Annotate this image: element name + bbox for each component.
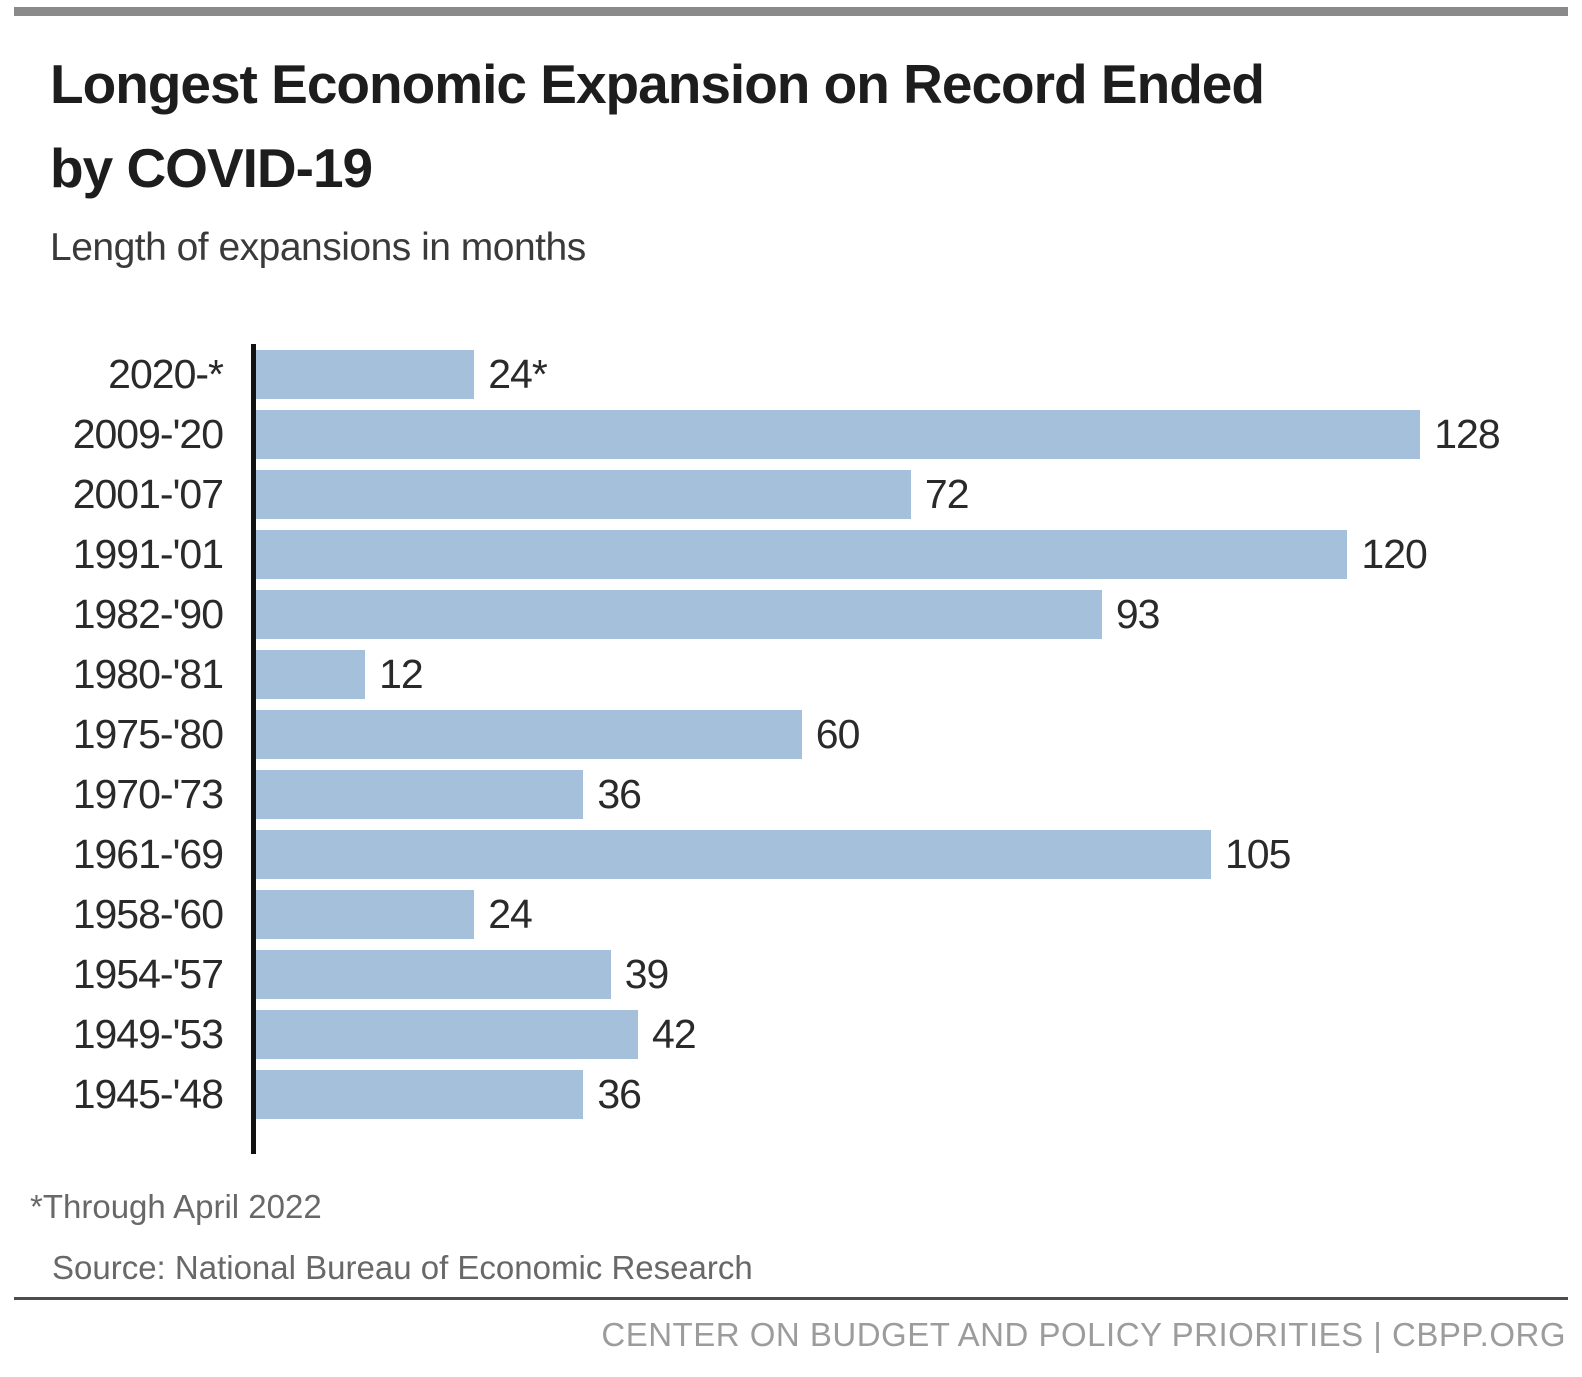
- value-label: 24*: [488, 350, 548, 397]
- bar: [256, 469, 911, 519]
- value-label: 120: [1361, 530, 1427, 577]
- bar-area: 36: [237, 764, 1582, 824]
- page-title: Longest Economic Expansion on Record End…: [50, 42, 1542, 210]
- category-label: 1970-'73: [72, 770, 224, 817]
- bar-rows: 2020-* 24* 2009-'20 128 2001-'07 72 1991-'01 12…: [0, 344, 1582, 1124]
- category-label: 2020-*: [108, 350, 224, 397]
- bar-area: 12: [237, 644, 1582, 704]
- value-label: 72: [924, 470, 970, 517]
- bar: [256, 349, 475, 399]
- value-label: 93: [1115, 590, 1161, 637]
- bar-row: 1991-'01 120: [0, 524, 1582, 584]
- value-label: 36: [597, 1070, 642, 1117]
- footnote-source: Source: National Bureau of Economic Rese…: [52, 1249, 753, 1286]
- bar: [256, 1009, 639, 1059]
- bar-area: 128: [237, 404, 1582, 464]
- bar: [256, 709, 802, 759]
- category-label: 2001-'07: [72, 470, 224, 517]
- bar-area: 42: [237, 1004, 1582, 1064]
- bar: [256, 589, 1102, 639]
- bar-area: 120: [237, 524, 1582, 584]
- footer-credit: CENTER ON BUDGET AND POLICY PRIORITIES |…: [601, 1316, 1566, 1353]
- bar-chart: 2020-* 24* 2009-'20 128 2001-'07 72 1991-'01 12…: [0, 344, 1582, 1154]
- bar-area: 60: [237, 704, 1582, 764]
- value-label: 39: [624, 950, 670, 997]
- y-axis-line: [251, 344, 256, 1154]
- bar: [256, 649, 366, 699]
- bar-area: 36: [237, 1064, 1582, 1124]
- bar-area: 24: [237, 884, 1582, 944]
- bar: [256, 829, 1211, 879]
- chart-subtitle: Length of expansions in months: [50, 226, 586, 269]
- footer-rule: [14, 1297, 1568, 1300]
- bar-row: 1954-'57 39: [0, 944, 1582, 1004]
- category-label: 1982-'90: [72, 590, 224, 637]
- bar-row: 2020-* 24*: [0, 344, 1582, 404]
- bar: [256, 1069, 584, 1119]
- bar-row: 2009-'20 128: [0, 404, 1582, 464]
- bar-row: 2001-'07 72: [0, 464, 1582, 524]
- value-label: 60: [815, 710, 861, 757]
- bar: [256, 409, 1421, 459]
- category-label: 1958-'60: [72, 890, 224, 937]
- bar: [256, 949, 611, 999]
- footnote-asterisk: *Through April 2022: [30, 1188, 322, 1225]
- value-label: 42: [652, 1010, 697, 1057]
- bar: [256, 529, 1348, 579]
- bar-area: 72: [237, 464, 1582, 524]
- bar-row: 1945-'48 36: [0, 1064, 1582, 1124]
- category-label: 1949-'53: [72, 1010, 224, 1057]
- category-label: 1954-'57: [72, 950, 224, 997]
- value-label: 24: [488, 890, 533, 937]
- bar-row: 1975-'80 60: [0, 704, 1582, 764]
- bar-row: 1961-'69 105: [0, 824, 1582, 884]
- category-label: 1961-'69: [72, 830, 224, 877]
- bar: [256, 889, 475, 939]
- category-label: 1975-'80: [72, 710, 224, 757]
- bar-area: 39: [237, 944, 1582, 1004]
- bar-row: 1980-'81 12: [0, 644, 1582, 704]
- value-label: 36: [597, 770, 642, 817]
- bar: [256, 769, 584, 819]
- category-label: 1991-'01: [72, 530, 224, 577]
- bar-area: 93: [237, 584, 1582, 644]
- page-title-line2: by COVID-19: [50, 137, 373, 199]
- value-label: 128: [1434, 410, 1500, 457]
- bar-area: 24*: [237, 344, 1582, 404]
- bar-area: 105: [237, 824, 1582, 884]
- category-label: 1945-'48: [72, 1070, 224, 1117]
- bar-row: 1970-'73 36: [0, 764, 1582, 824]
- bar-row: 1982-'90 93: [0, 584, 1582, 644]
- value-label: 105: [1224, 830, 1291, 877]
- bar-row: 1949-'53 42: [0, 1004, 1582, 1064]
- top-rule: [14, 7, 1568, 16]
- category-label: 1980-'81: [72, 650, 224, 697]
- value-label: 12: [379, 650, 424, 697]
- page-title-line1: Longest Economic Expansion on Record End…: [50, 53, 1265, 115]
- category-label: 2009-'20: [72, 410, 224, 457]
- bar-row: 1958-'60 24: [0, 884, 1582, 944]
